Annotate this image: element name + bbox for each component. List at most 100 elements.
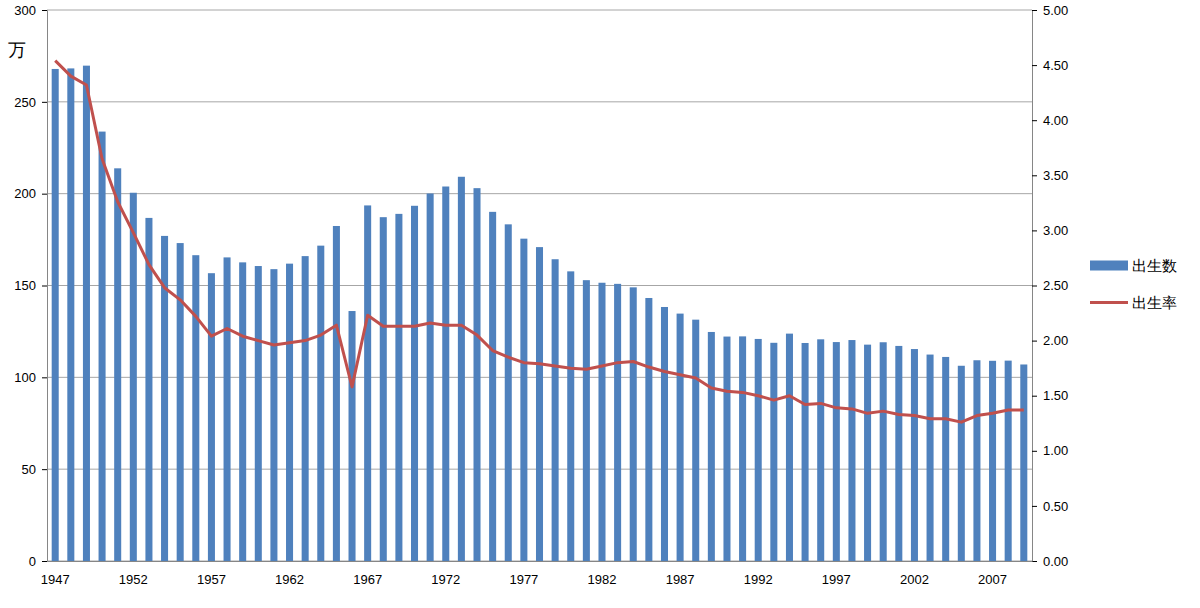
tick-mark bbox=[1032, 175, 1037, 176]
bar bbox=[536, 247, 543, 561]
legend-label: 出生数 bbox=[1132, 257, 1177, 274]
bar bbox=[317, 246, 324, 561]
bar bbox=[692, 320, 699, 561]
tick: 1957 bbox=[197, 561, 226, 587]
tick: 1962 bbox=[275, 561, 304, 587]
bar bbox=[380, 217, 387, 561]
axis-line bbox=[42, 11, 48, 562]
bar bbox=[989, 361, 996, 561]
tick-mark bbox=[1032, 65, 1037, 66]
tick: 0 bbox=[29, 554, 47, 569]
tick-label: 0 bbox=[29, 554, 36, 569]
bar bbox=[411, 206, 418, 561]
tick-mark bbox=[1032, 451, 1037, 452]
tick-mark bbox=[1032, 120, 1037, 121]
plot: 0501001502002503000.000.501.001.502.002.… bbox=[14, 3, 1068, 588]
tick: 1997 bbox=[822, 561, 851, 587]
bar bbox=[286, 264, 293, 561]
bar bbox=[239, 262, 246, 561]
bar bbox=[645, 298, 652, 561]
tick: 2.50 bbox=[1032, 278, 1068, 293]
marks bbox=[52, 61, 1028, 561]
tick-label: 2.50 bbox=[1043, 278, 1068, 293]
tick: 1952 bbox=[119, 561, 148, 587]
tick: 100 bbox=[14, 370, 47, 385]
grid-line bbox=[47, 10, 1032, 11]
axis-title: 万 bbox=[8, 40, 26, 60]
grid-line bbox=[47, 101, 1032, 102]
bar bbox=[552, 259, 559, 561]
bar bbox=[333, 226, 340, 561]
tick-label: 3.00 bbox=[1043, 223, 1068, 238]
axis-line bbox=[1033, 11, 1038, 562]
tick-label: 2.00 bbox=[1043, 333, 1068, 348]
bar bbox=[708, 332, 715, 561]
bar bbox=[458, 177, 465, 561]
tick-label: 1992 bbox=[744, 572, 773, 587]
bar bbox=[255, 266, 262, 561]
x-axis: 1947195219571962196719721977198219871992… bbox=[41, 561, 1033, 587]
tick-label: 1952 bbox=[119, 572, 148, 587]
bar bbox=[177, 243, 184, 561]
tick: 300 bbox=[14, 3, 47, 18]
tick-label: 1987 bbox=[666, 572, 695, 587]
bar bbox=[52, 69, 59, 561]
tick: 1.50 bbox=[1032, 388, 1068, 403]
tick-label: 2007 bbox=[978, 572, 1007, 587]
tick: 1982 bbox=[588, 561, 617, 587]
bar bbox=[614, 284, 621, 561]
tick-label: 3.50 bbox=[1043, 168, 1068, 183]
legend-swatch bbox=[1090, 261, 1128, 271]
tick-label: 5.00 bbox=[1043, 3, 1068, 18]
bar bbox=[583, 280, 590, 561]
bar bbox=[598, 283, 605, 561]
bar bbox=[270, 269, 277, 561]
bar bbox=[895, 346, 902, 561]
tick: 0.00 bbox=[1032, 554, 1068, 569]
bar bbox=[848, 340, 855, 561]
grid-line bbox=[47, 193, 1032, 194]
bar bbox=[723, 337, 730, 561]
y2-axis: 0.000.501.001.502.002.503.003.504.004.50… bbox=[1032, 3, 1068, 569]
bar bbox=[208, 273, 215, 561]
tick-label: 100 bbox=[14, 370, 36, 385]
tick-mark bbox=[1032, 10, 1037, 11]
bar bbox=[770, 343, 777, 561]
tick: 150 bbox=[14, 278, 47, 293]
tick-label: 1977 bbox=[509, 572, 538, 587]
tick-mark bbox=[42, 561, 47, 562]
bar bbox=[83, 66, 90, 561]
tick: 1972 bbox=[431, 561, 460, 587]
bar bbox=[130, 193, 137, 561]
tick: 200 bbox=[14, 186, 47, 201]
tick: 1.00 bbox=[1032, 443, 1068, 458]
bar bbox=[427, 193, 434, 561]
bar bbox=[739, 336, 746, 561]
tick-label: 0.50 bbox=[1043, 499, 1068, 514]
bar bbox=[755, 339, 762, 561]
tick-label: 1982 bbox=[588, 572, 617, 587]
bar bbox=[99, 132, 106, 561]
tick-label: 50 bbox=[22, 462, 36, 477]
tick-label: 150 bbox=[14, 278, 36, 293]
bar bbox=[114, 168, 121, 561]
tick-mark bbox=[1032, 561, 1037, 562]
tick-label: 1962 bbox=[275, 572, 304, 587]
bar bbox=[677, 314, 684, 561]
tick: 1967 bbox=[353, 561, 382, 587]
tick: 3.00 bbox=[1032, 223, 1068, 238]
bar bbox=[224, 257, 231, 561]
tick-label: 0.00 bbox=[1043, 554, 1068, 569]
tick: 4.50 bbox=[1032, 58, 1068, 73]
bar bbox=[802, 343, 809, 561]
bar bbox=[786, 334, 793, 561]
bar bbox=[192, 255, 199, 561]
bar bbox=[489, 212, 496, 561]
bar bbox=[364, 205, 371, 561]
tick-label: 2002 bbox=[900, 572, 929, 587]
tick: 1987 bbox=[666, 561, 695, 587]
tick-mark bbox=[42, 286, 47, 287]
tick-mark bbox=[42, 194, 47, 195]
tick-label: 1.00 bbox=[1043, 443, 1068, 458]
line bbox=[55, 61, 1024, 422]
